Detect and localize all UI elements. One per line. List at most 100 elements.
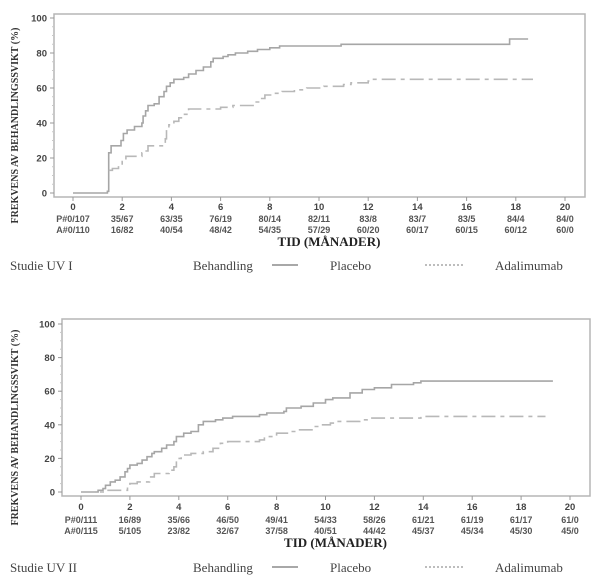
series-line-placebo [73,38,529,194]
y-tick-label: 100 [31,14,47,25]
y-tick-label: 40 [36,119,47,130]
risk-table-cell: 45/0 [561,526,579,536]
x-tick-label: 0 [78,502,83,513]
x-tick-label: 12 [363,202,374,213]
risk-table-cell: 35/66 [168,515,191,525]
risk-table-cell: 23/82 [168,526,191,536]
risk-table-cell: 49/41 [265,515,288,525]
x-tick-label: 4 [169,202,175,213]
risk-table-cell: 48/42 [209,225,232,235]
km-chart-studie-uv-2: 0 20 40 60 80 100 0 2 4 6 8 10 12 14 16 18 20 P#0/111 16/8… [10,318,591,575]
x-axis-label: TID (MÅNADER) [284,535,387,550]
risk-table-cell: 44/42 [363,526,386,536]
x-tick-label: 8 [267,202,272,213]
risk-table-cell: 80/14 [259,214,282,224]
x-tick-label: 2 [127,502,132,513]
risk-table-cell: 45/30 [510,526,533,536]
risk-table-cell: 76/19 [209,214,232,224]
risk-row-prefix: A# [64,526,76,536]
risk-table-cell: 63/35 [160,214,183,224]
y-tick-label: 0 [42,189,47,200]
risk-row-prefix: P# [65,515,76,525]
y-axis-label: FREKVENS AV BEHANDLINGSSVIKT (%) [10,330,21,526]
x-tick-label: 6 [218,202,223,213]
x-tick-label: 6 [225,502,230,513]
x-tick-label: 10 [320,502,331,513]
risk-table-cell: 84/4 [507,214,525,224]
risk-table-cell: 60/17 [406,225,429,235]
risk-table-cell: 61/19 [461,515,484,525]
legend-title: Behandling [193,560,253,575]
risk-table-cell: 35/67 [111,214,134,224]
x-tick-label: 20 [565,502,576,513]
risk-table-cell: 45/34 [461,526,484,536]
plot-frame [53,13,586,198]
risk-table-cell: 40/51 [314,526,337,536]
risk-table-cell: A#0/110 [56,225,90,235]
risk-table-cell: 83/7 [409,214,427,224]
y-tick-label: 80 [36,49,47,60]
legend-label-adalimumab: Adalimumab [495,560,563,575]
risk-table-cell: 54/35 [259,225,282,235]
risk-table-cell: 58/26 [363,515,386,525]
y-tick-label: 20 [44,454,55,465]
legend-title: Behandling [193,258,253,273]
y-axis-label: FREKVENS AV BEHANDLINGSSVIKT (%) [10,28,21,224]
x-tick-label: 8 [274,502,279,513]
x-tick-label: 0 [70,202,75,213]
risk-table-cell: 61/0 [561,515,579,525]
y-tick-label: 0 [50,488,55,499]
risk-table-cell: 5/105 [119,526,142,536]
risk-table-cell: 16/82 [111,225,134,235]
x-tick-label: 18 [516,502,527,513]
risk-table-cell: 57/29 [308,225,331,235]
y-tick-label: 80 [44,353,55,364]
x-tick-label: 14 [418,502,429,513]
risk-table-cell: 45/37 [412,526,435,536]
x-axis-label: TID (MÅNADER) [278,234,381,249]
risk-table-cell: P#0/107 [56,214,90,224]
risk-row-value: 0/107 [67,214,90,224]
y-tick-label: 40 [44,420,55,431]
risk-row-prefix: P# [56,214,67,224]
chart-panel-studie-uv-2: 0 20 40 60 80 100 0 2 4 6 8 10 12 14 16 18 20 P#0/111 16/8… [0,305,602,582]
risk-table-cell: 83/8 [359,214,377,224]
risk-table-cell: A#0/115 [64,526,98,536]
risk-table-cell: 61/17 [510,515,533,525]
risk-table-cell: 84/0 [556,214,574,224]
km-chart-studie-uv-1: 0 20 40 60 80 100 0 2 4 6 8 10 12 14 16 18 20 P#0/107 35/6… [10,13,586,273]
risk-table-cell: 60/15 [455,225,478,235]
x-tick-label: 12 [369,502,380,513]
x-tick-label: 14 [412,202,423,213]
chart-panel-studie-uv-1: 0 20 40 60 80 100 0 2 4 6 8 10 12 14 16 18 20 P#0/107 35/6… [10,13,586,273]
x-tick-label: 16 [467,502,478,513]
x-tick-label: 2 [120,202,125,213]
x-tick-label: 10 [314,202,325,213]
series-line-adalimumab [81,415,546,493]
risk-table-cell: 83/5 [458,214,476,224]
x-tick-label: 20 [560,202,571,213]
risk-table-cell: 61/21 [412,515,435,525]
series-line-placebo [81,380,553,493]
risk-table-cell: 82/11 [308,214,330,224]
risk-table-cell: 54/33 [314,515,337,525]
risk-table-cell: 60/20 [357,225,380,235]
plot-frame [61,318,591,497]
study-label: Studie UV II [10,560,77,575]
risk-table-cell: 40/54 [160,225,183,235]
risk-table-cell: 37/58 [265,526,288,536]
legend-label-adalimumab: Adalimumab [495,258,563,273]
legend-label-placebo: Placebo [330,560,371,575]
risk-row-value: 0/110 [68,225,90,235]
risk-table-cell: 60/0 [556,225,574,235]
y-tick-label: 60 [44,387,55,398]
risk-row-prefix: A# [56,225,68,235]
risk-table-cell: 16/89 [119,515,142,525]
legend-label-placebo: Placebo [330,258,371,273]
risk-table-cell: 46/50 [216,515,239,525]
series-line-adalimumab [108,78,533,172]
risk-table-cell: 60/12 [505,225,528,235]
x-tick-label: 18 [511,202,522,213]
x-tick-label: 16 [461,202,472,213]
y-tick-label: 20 [36,154,47,165]
